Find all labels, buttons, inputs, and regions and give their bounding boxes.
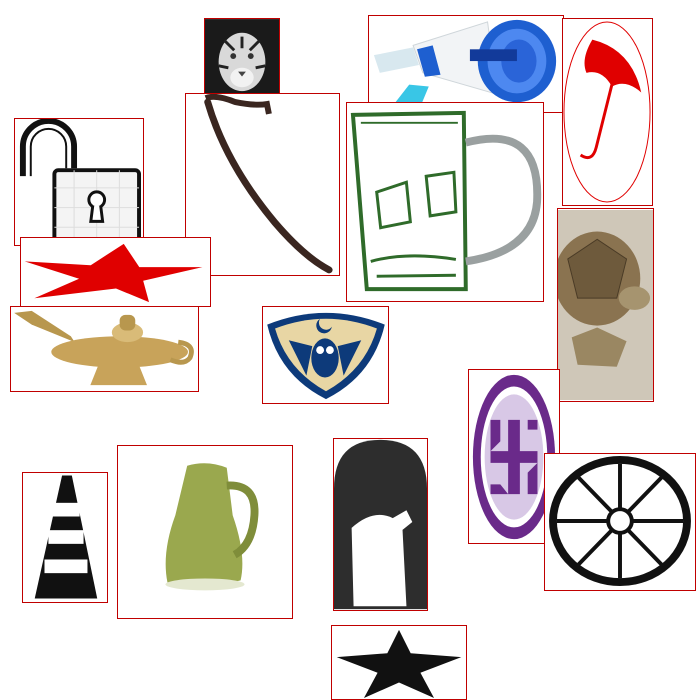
umbrella-logo bbox=[562, 18, 653, 206]
spoked-wheel-icon bbox=[544, 453, 696, 591]
tiger-photo bbox=[204, 18, 280, 101]
swastika-emblem bbox=[468, 369, 560, 544]
ladder-letter-a bbox=[22, 472, 108, 603]
black-star-icon bbox=[331, 625, 467, 700]
tortoise-photo bbox=[557, 208, 654, 402]
megaphone-icon bbox=[368, 15, 564, 113]
green-pitcher bbox=[117, 445, 293, 619]
glass-mug bbox=[346, 102, 544, 302]
sheep-silhouette-arch bbox=[333, 438, 428, 611]
padlock-icon bbox=[14, 118, 144, 246]
brass-oil-lamp bbox=[10, 306, 199, 392]
red-star-icon bbox=[20, 237, 211, 307]
owl-crest-shield bbox=[262, 306, 389, 404]
